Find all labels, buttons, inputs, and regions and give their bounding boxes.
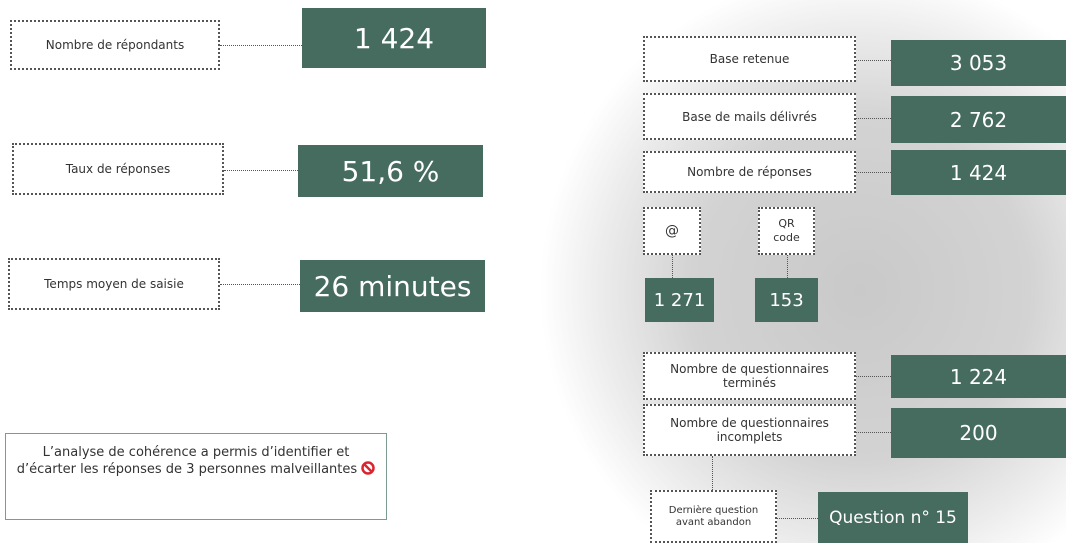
channel-value: 1 271	[645, 278, 714, 322]
connector	[856, 172, 891, 173]
connector	[220, 284, 300, 285]
completion-label: Nombre de questionnaires terminés	[643, 352, 856, 400]
abandon-label: Dernière question avant abandon	[650, 490, 777, 543]
note-box: L’analyse de cohérence a permis d’identi…	[5, 433, 387, 520]
abandon-value: Question n° 15	[818, 492, 968, 543]
completion-value: 200	[891, 408, 1066, 458]
connector	[777, 518, 818, 519]
metric-value: 3 053	[891, 40, 1066, 86]
metric-value: 2 762	[891, 96, 1066, 143]
channel-label: QR code	[758, 207, 815, 255]
connector	[856, 60, 891, 61]
metric-value: 51,6 %	[298, 145, 483, 197]
metric-label: Base retenue	[643, 36, 856, 82]
metric-label: Temps moyen de saisie	[8, 258, 220, 310]
metric-label: Base de mails délivrés	[643, 93, 856, 140]
metric-label: Nombre de répondants	[10, 20, 220, 70]
connector	[787, 255, 788, 278]
connector	[224, 170, 298, 171]
connector	[856, 376, 891, 377]
metric-label: Taux de réponses	[12, 143, 224, 195]
channel-value: 153	[755, 278, 818, 322]
completion-value: 1 224	[891, 355, 1066, 398]
connector	[672, 255, 673, 278]
note-text: L’analyse de cohérence a permis d’identi…	[16, 445, 358, 477]
metric-value: 26 minutes	[300, 260, 485, 312]
connector	[856, 118, 891, 119]
channel-label: @	[643, 207, 701, 255]
metric-value: 1 424	[891, 150, 1066, 195]
connector	[856, 432, 891, 433]
metric-value: 1 424	[302, 8, 486, 68]
connector	[220, 45, 302, 46]
completion-label: Nombre de questionnaires incomplets	[643, 404, 856, 456]
metric-label: Nombre de réponses	[643, 151, 856, 193]
forbidden-icon	[361, 461, 376, 475]
connector	[712, 456, 713, 490]
